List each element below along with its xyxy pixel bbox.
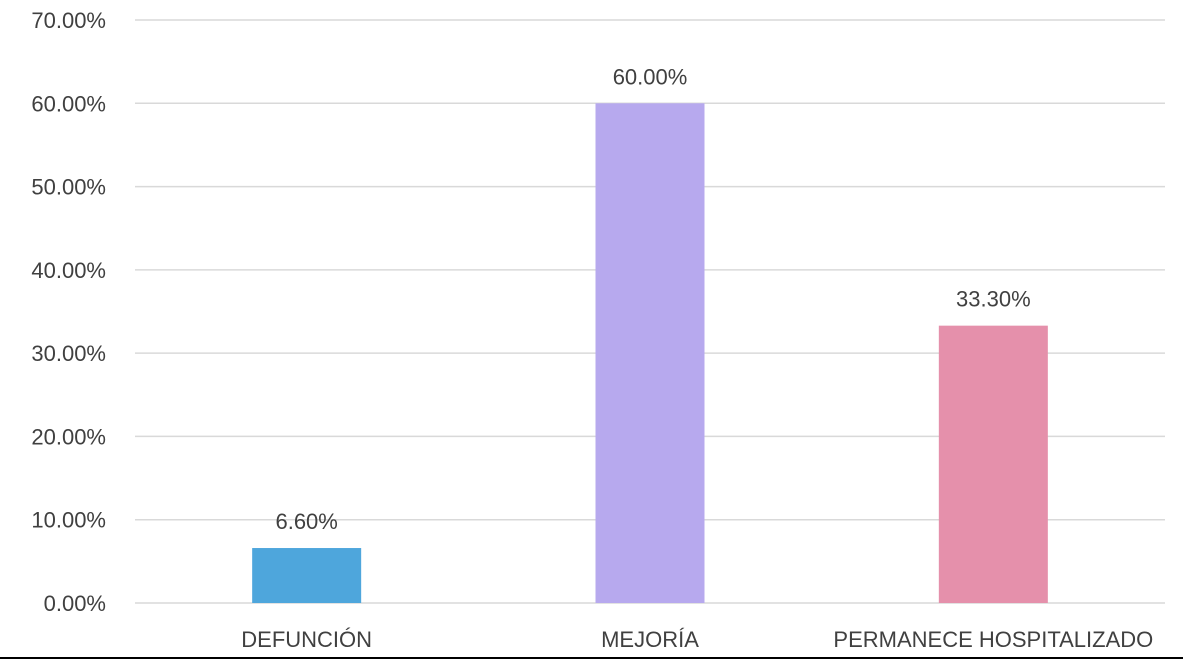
bar [938,325,1048,603]
y-tick-label: 40.00% [31,258,106,283]
data-label: 6.60% [275,509,337,534]
x-category-label: MEJORÍA [601,627,699,652]
x-category-label: PERMANECE HOSPITALIZADO [833,627,1153,652]
y-tick-label: 60.00% [31,91,106,116]
data-label: 33.30% [956,287,1031,312]
y-tick-label: 10.00% [31,508,106,533]
y-tick-label: 20.00% [31,424,106,449]
data-label: 60.00% [613,64,688,89]
x-category-label: DEFUNCIÓN [241,627,372,652]
y-tick-label: 30.00% [31,341,106,366]
y-tick-label: 50.00% [31,175,106,200]
bars [252,103,1048,604]
bar [595,103,705,604]
data-labels: 6.60% 60.00% 33.30% [275,64,1030,534]
bar [252,548,362,603]
y-tick-label: 70.00% [31,8,106,33]
y-axis-tick-labels: 0.00% 10.00% 20.00% 30.00% 40.00% 50.00% 60.00… [31,8,106,616]
y-tick-label: 0.00% [44,591,106,616]
x-axis-category-labels: DEFUNCIÓN MEJORÍA PERMANECE HOSPITALIZADO [241,627,1153,652]
